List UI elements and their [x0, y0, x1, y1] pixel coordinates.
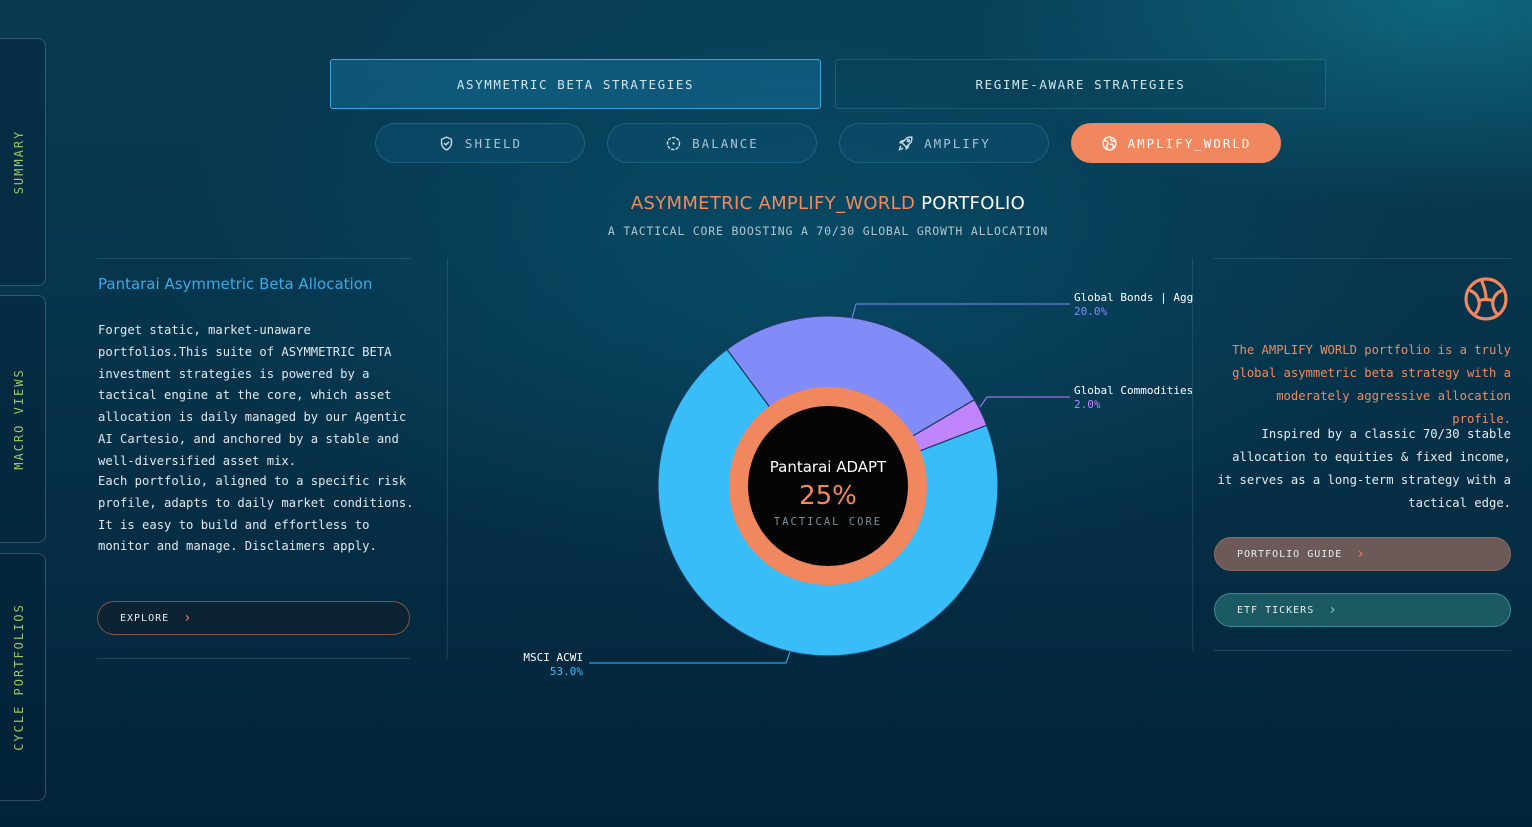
chart-center-value: 25% [799, 481, 857, 511]
shield-check-icon [440, 135, 453, 151]
explore-button-label: EXPLORE [120, 612, 170, 624]
chart-center-label: Pantarai ADAPT [770, 458, 887, 476]
chevron-right-icon: › [1356, 546, 1366, 562]
tab-regime-aware-strategies[interactable]: REGIME-AWARE STRATEGIES [835, 59, 1326, 109]
divider [447, 258, 448, 658]
left-panel-paragraph-1: Forget static, market-unaware portfolios… [98, 323, 407, 468]
sidebar-tab-macro-views[interactable]: MACRO VIEWS [0, 295, 46, 543]
sidebar-tab-summary[interactable]: SUMMARY [0, 38, 46, 286]
pill-amplify[interactable]: AMPLIFY [839, 123, 1049, 163]
slice-name-label: Global Commodities [1074, 384, 1193, 397]
right-panel-highlight: The AMPLIFY WORLD portfolio is a truly g… [1232, 343, 1511, 426]
pill-balance[interactable]: BALANCE [607, 123, 817, 163]
rocket-icon [898, 135, 913, 151]
chevron-right-icon: › [183, 610, 193, 626]
explore-button[interactable]: EXPLORE › [97, 601, 410, 635]
left-panel-heading: Pantarai Asymmetric Beta Allocation [98, 275, 373, 293]
divider [97, 658, 410, 659]
portfolio-guide-label: PORTFOLIO GUIDE [1237, 548, 1343, 560]
pill-label: AMPLIFY [924, 135, 991, 151]
chart-center-hole [748, 406, 908, 566]
portfolio-title-prefix: ASYMMETRIC AMPLIFY_WORLD [630, 193, 916, 214]
pantarai-logo-icon [1464, 277, 1508, 321]
slice-value-label: 2.0% [1074, 398, 1101, 411]
portfolio-title-suffix: PORTFOLIO [921, 193, 1026, 214]
chevron-right-icon: › [1328, 602, 1338, 618]
right-panel-body: Inspired by a classic 70/30 stable alloc… [1217, 427, 1512, 510]
divider [1214, 650, 1511, 651]
pill-shield[interactable]: SHIELD [375, 123, 585, 163]
tab-asymmetric-beta-strategies[interactable]: ASYMMETRIC BETA STRATEGIES [330, 59, 821, 109]
divider [1192, 258, 1193, 650]
divider [97, 258, 410, 259]
pill-amplify-world[interactable]: AMPLIFY_WORLD [1071, 123, 1281, 163]
etf-tickers-label: ETF TICKERS [1237, 604, 1315, 616]
slice-name-label: MSCI ACWI [523, 651, 583, 664]
globe-icon [1101, 135, 1117, 151]
slice-leader-line [851, 303, 1070, 319]
slice-value-label: 20.0% [1074, 305, 1107, 318]
left-panel-paragraph-2: Each portfolio, aligned to a specific ri… [98, 474, 414, 554]
slice-leader-line [589, 651, 791, 664]
pill-label: SHIELD [464, 135, 523, 151]
etf-tickers-button[interactable]: ETF TICKERS › [1214, 593, 1511, 627]
tab-label: REGIME-AWARE STRATEGIES [975, 76, 1186, 92]
pill-label: AMPLIFY_WORLD [1127, 135, 1252, 151]
slice-name-label: Global Bonds | Agg [1074, 291, 1193, 304]
pill-label: BALANCE [692, 135, 759, 151]
slice-value-label: 53.0% [550, 665, 583, 678]
chart-center-sublabel: TACTICAL CORE [774, 516, 882, 528]
tab-label: ASYMMETRIC BETA STRATEGIES [456, 76, 695, 92]
dashed-circle-icon [666, 136, 681, 150]
portfolio-title: ASYMMETRIC AMPLIFY_WORLD PORTFOLIO [0, 193, 1532, 214]
portfolio-guide-button[interactable]: PORTFOLIO GUIDE › [1214, 537, 1511, 571]
portfolio-subtitle: A TACTICAL CORE BOOSTING A 70/30 GLOBAL … [607, 224, 1049, 238]
divider [1214, 258, 1511, 259]
slice-leader-line [979, 396, 1070, 408]
sidebar-tab-cycle-portfolios[interactable]: CYCLE PORTFOLIOS [0, 553, 46, 801]
